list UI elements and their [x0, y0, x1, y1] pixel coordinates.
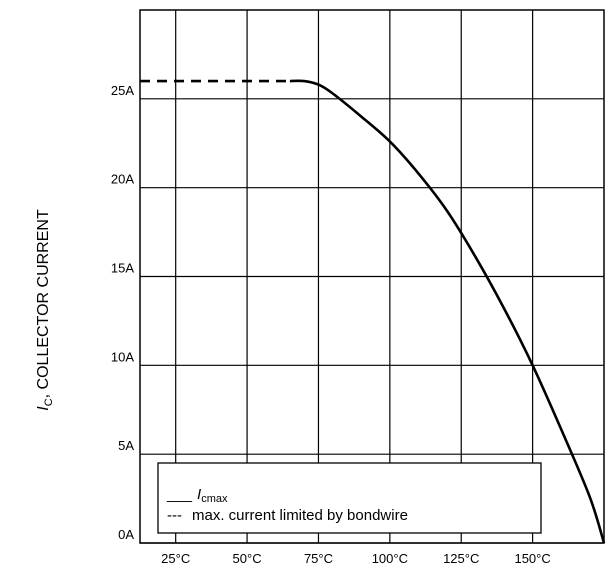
y-tick-label: 5A — [118, 438, 134, 453]
legend-entry-dashed: --- max. current limited by bondwire — [167, 507, 408, 524]
legend-solid-subscript: cmax — [201, 493, 228, 505]
y-tick-label: 10A — [111, 349, 134, 364]
grid-lines — [140, 10, 604, 544]
x-tick-label: 100°C — [372, 551, 408, 566]
legend-solid-symbol: I — [197, 486, 201, 503]
legend-box — [157, 462, 542, 534]
x-tick-label: 50°C — [233, 551, 262, 566]
y-axis-label: IC, COLLECTOR CURRENT — [35, 209, 55, 411]
x-tick-label: 75°C — [304, 551, 333, 566]
y-axis-label-subscript: C — [43, 398, 55, 406]
legend: ___ Icmax --- max. current limited by bond… — [157, 462, 542, 534]
x-tick-labels: 25°C 50°C 75°C 100°C 125°C 150°C — [161, 551, 551, 566]
y-axis-label-text: , COLLECTOR CURRENT — [35, 209, 52, 398]
icmax-curve — [289, 79, 605, 544]
y-tick-label: 25A — [111, 83, 134, 98]
legend-dashed-marker: --- — [167, 507, 182, 524]
x-tick-label: 150°C — [514, 551, 550, 566]
legend-solid-marker: ___ — [166, 486, 193, 503]
x-tick-label: 25°C — [161, 551, 190, 566]
legend-entry-solid: ___ Icmax — [166, 486, 228, 505]
y-tick-labels: 0A 5A 10A 15A 20A 25A — [111, 83, 134, 542]
y-tick-label: 20A — [111, 172, 134, 187]
plot-frame — [139, 9, 605, 544]
y-axis-label-symbol: I — [35, 406, 52, 411]
x-tick-label: 125°C — [443, 551, 479, 566]
series-layer — [140, 79, 605, 544]
y-tick-label: 0A — [118, 527, 134, 542]
legend-dashed-label: max. current limited by bondwire — [192, 507, 408, 524]
y-tick-label: 15A — [111, 261, 134, 276]
